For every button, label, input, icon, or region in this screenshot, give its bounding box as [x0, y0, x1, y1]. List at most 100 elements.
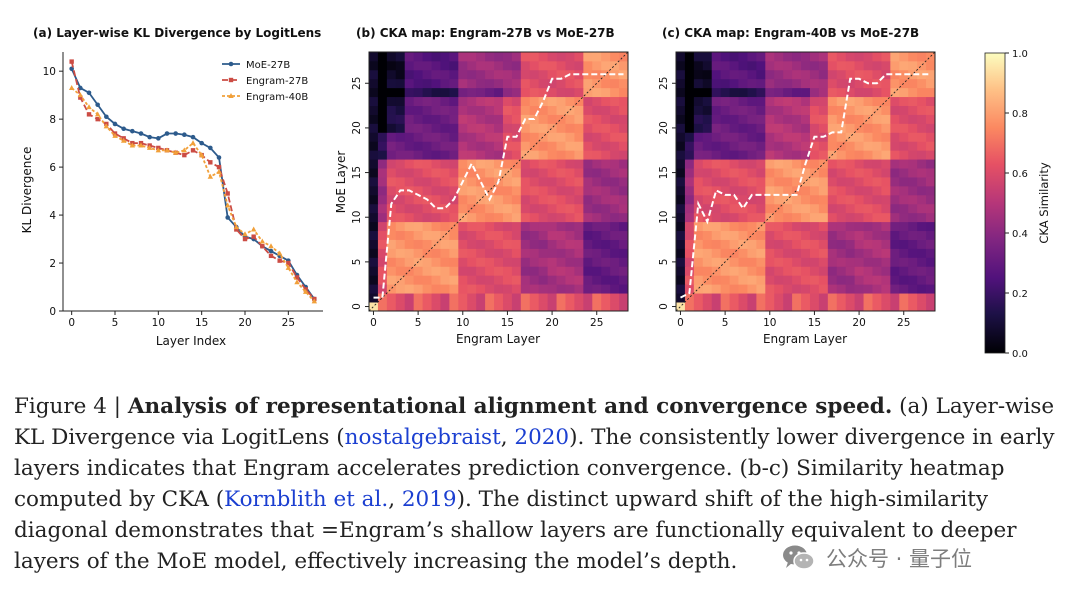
heatmap-cell — [494, 284, 504, 294]
citation-link-author[interactable]: Kornblith et al. — [224, 487, 389, 512]
heatmap-cell — [556, 141, 566, 151]
heatmap-cell — [511, 257, 522, 267]
heatmap-cell — [369, 78, 379, 89]
x-tick-label: 10 — [152, 317, 165, 329]
heatmap-cell — [565, 141, 575, 151]
heatmap-cell — [836, 123, 847, 133]
heatmap-cell — [711, 87, 722, 98]
heatmap-cell — [827, 132, 838, 142]
heatmap-cell — [413, 87, 423, 98]
heatmap-cell — [738, 52, 748, 62]
heatmap-cell — [738, 114, 748, 124]
heatmap-cell — [547, 230, 557, 240]
heatmap-cell — [747, 194, 757, 205]
heatmap-cell — [756, 105, 766, 115]
heatmap-cell — [395, 221, 406, 232]
heatmap-cell — [783, 302, 793, 312]
heatmap-cell — [422, 177, 432, 187]
heatmap-cell — [395, 141, 406, 151]
heatmap-cell — [476, 266, 486, 276]
heatmap-cell — [827, 185, 838, 196]
citation-link-year[interactable]: 2020 — [514, 425, 570, 450]
heatmap-cell — [431, 284, 441, 294]
heatmap-cell — [467, 221, 477, 232]
heatmap-cell — [720, 239, 730, 249]
heatmap-cell — [431, 52, 441, 62]
heatmap-cell — [729, 239, 739, 249]
heatmap-cell — [583, 123, 593, 133]
heatmap-cell — [890, 78, 900, 89]
heatmap-cell — [431, 248, 441, 258]
heatmap-cell — [729, 293, 739, 303]
heatmap-cell — [801, 302, 811, 312]
heatmap-cell — [693, 230, 704, 240]
heatmap-cell — [702, 221, 713, 232]
data-point — [69, 66, 74, 72]
heatmap-cell — [511, 87, 522, 98]
heatmap-cell — [467, 141, 477, 151]
heatmap-cell — [467, 114, 477, 124]
heatmap-cell — [702, 132, 713, 142]
heatmap-cell — [494, 141, 504, 151]
heatmap-cell — [476, 257, 486, 267]
heatmap-cell — [565, 185, 575, 196]
heatmap-cell — [485, 114, 495, 124]
heatmap-cell — [619, 194, 629, 205]
heatmap-cell — [792, 257, 802, 267]
heatmap-cell — [458, 168, 468, 178]
wechat-icon — [783, 545, 815, 570]
heatmap-cell — [774, 114, 784, 124]
heatmap-cell — [809, 60, 820, 71]
heatmap-cell — [881, 141, 891, 151]
heatmap-cell — [676, 177, 686, 187]
heatmap-cell — [386, 302, 397, 312]
heatmap-cell — [485, 293, 495, 303]
heatmap-cell — [369, 221, 379, 232]
heatmap-cell — [556, 248, 566, 258]
heatmap-cell — [890, 150, 900, 160]
heatmap-cell — [547, 78, 557, 89]
heatmap-cell — [538, 52, 549, 62]
heatmap-cell — [511, 96, 522, 106]
heatmap-cell — [836, 96, 847, 106]
heatmap-cell — [404, 221, 415, 232]
heatmap-cell — [386, 78, 397, 89]
heatmap-cell — [872, 123, 882, 133]
citation-link-author[interactable]: nostalgebraist — [344, 425, 501, 450]
heatmap-cell — [801, 257, 811, 267]
heatmap-cell — [377, 194, 388, 205]
heatmap-cell — [917, 123, 927, 133]
heatmap-cell — [404, 293, 415, 303]
heatmap-cell — [836, 284, 847, 294]
heatmap-cell — [458, 194, 468, 205]
heatmap-cell — [592, 52, 602, 62]
citation-link-year[interactable]: 2019 — [401, 487, 457, 512]
heatmap-cell — [431, 221, 441, 232]
heatmap-cell — [395, 114, 406, 124]
heatmap-cell — [476, 123, 486, 133]
heatmap-cell — [538, 185, 549, 196]
heatmap-cell — [619, 293, 629, 303]
heatmap-cell — [676, 275, 686, 285]
heatmap-cell — [574, 212, 584, 223]
heatmap-cell — [502, 248, 513, 258]
heatmap-cell — [676, 203, 686, 214]
heatmap-cell — [836, 185, 847, 196]
heatmap-cell — [818, 185, 829, 196]
heatmap-cell — [369, 114, 379, 124]
heatmap-cell — [449, 168, 459, 178]
heatmap-cell — [377, 239, 388, 249]
heatmap-cell — [619, 248, 629, 258]
caption-text: ). The consistently lower divergence in … — [14, 425, 1055, 512]
heatmap-cell — [377, 105, 388, 115]
heatmap-cell — [538, 60, 549, 71]
heatmap-cell — [792, 78, 802, 89]
heatmap-cell — [485, 185, 495, 196]
heatmap-cell — [485, 60, 495, 71]
heatmap-cell — [899, 275, 909, 285]
heatmap-cell — [765, 203, 775, 214]
heatmap-cell — [502, 69, 513, 80]
heatmap-cell — [792, 239, 802, 249]
heatmap-cell — [413, 275, 423, 285]
heatmap-cell — [854, 221, 864, 232]
